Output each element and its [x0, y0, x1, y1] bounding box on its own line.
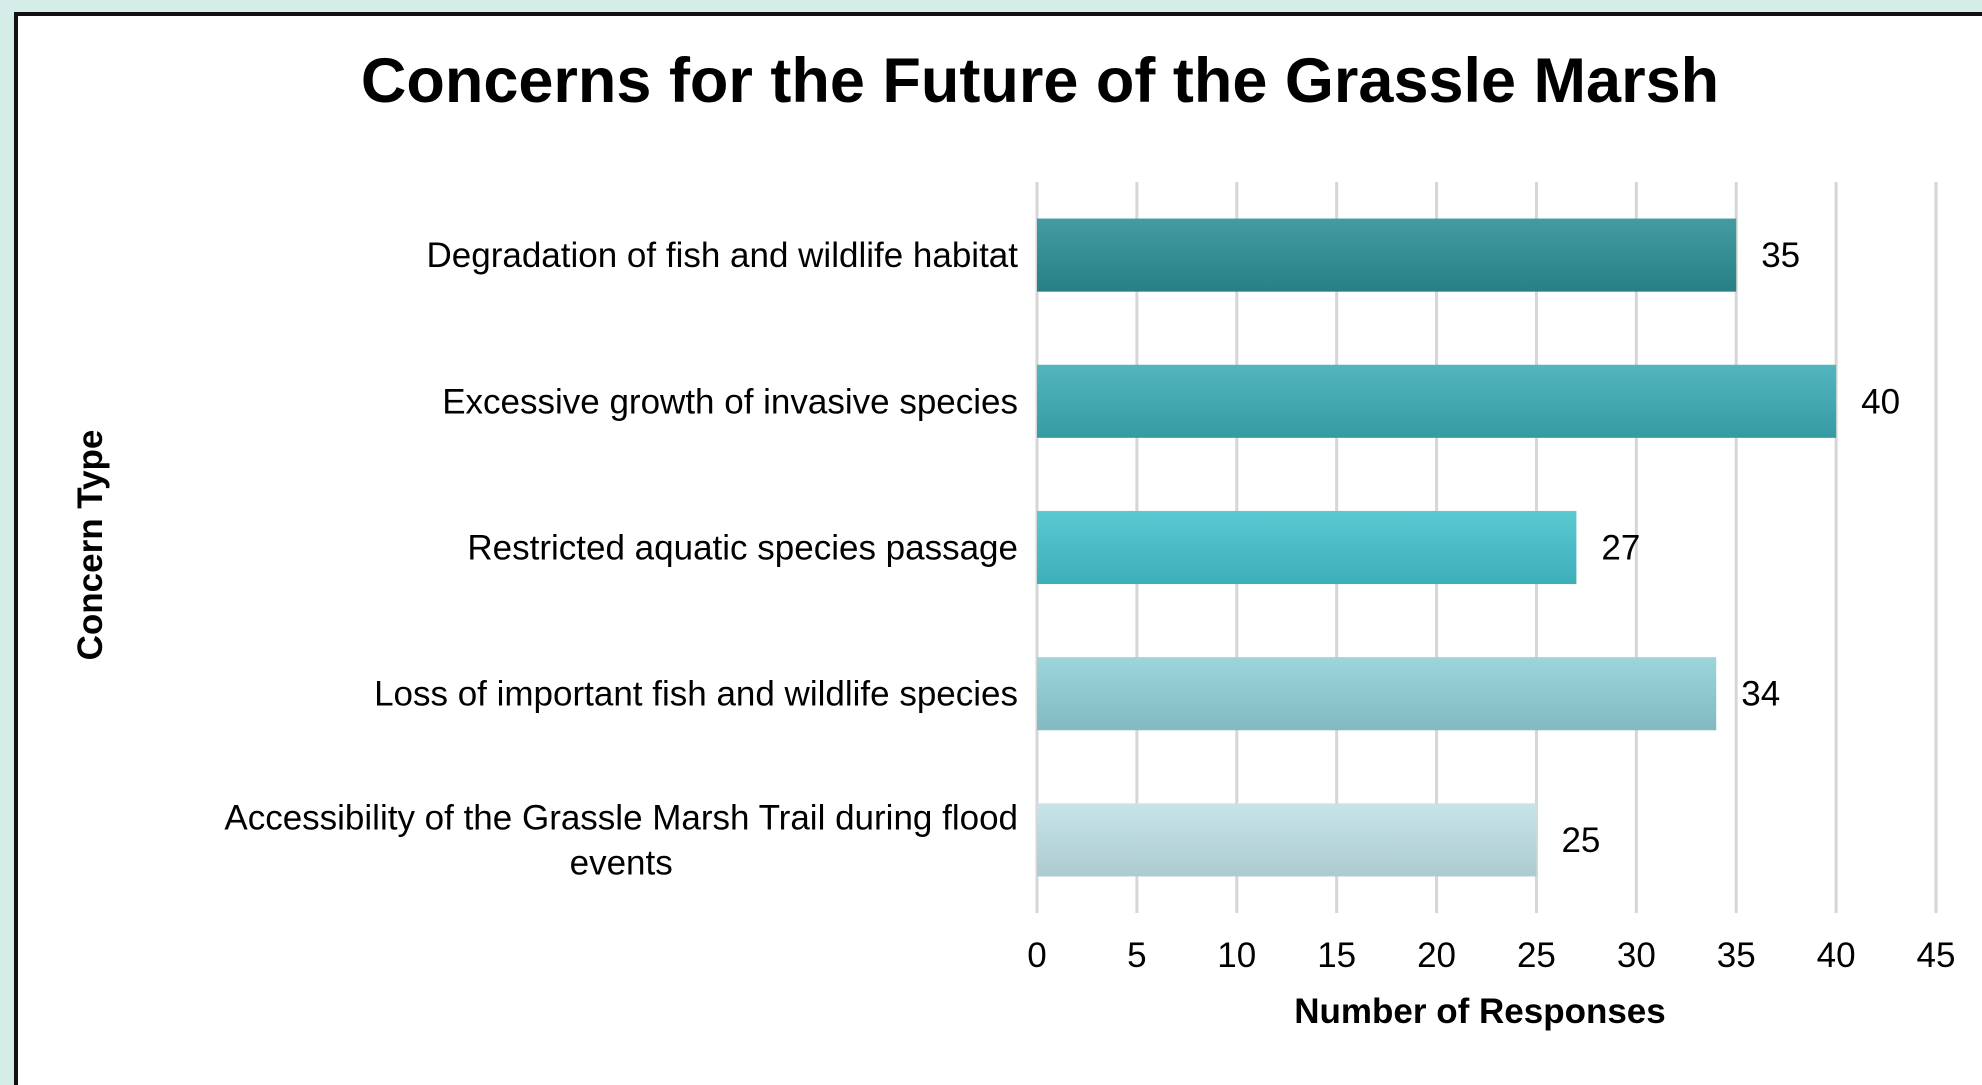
x-tick-labels: 0 5 10 15 20 25 30 35 40 45 — [1027, 936, 1955, 975]
data-label: 34 — [1741, 675, 1780, 714]
bar — [1037, 803, 1537, 877]
bar — [1037, 364, 1837, 438]
x-tick-label: 15 — [1317, 936, 1356, 975]
bar — [1037, 510, 1577, 585]
category-label: Excessive growth of invasive species — [442, 382, 1018, 421]
chart-frame: Concerns for the Future of the Grassle M… — [14, 12, 1982, 1085]
y-axis-title: Concern Type — [71, 430, 110, 661]
x-tick-label: 20 — [1417, 936, 1456, 975]
chart-title: Concerns for the Future of the Grassle M… — [361, 46, 1719, 116]
bars: 35 40 27 34 25 — [1037, 218, 1900, 877]
category-labels: Degradation of fish and wildlife habitat… — [224, 236, 1018, 882]
x-tick-label: 30 — [1617, 936, 1656, 975]
category-label: Accessibility of the Grassle Marsh Trail… — [224, 798, 1018, 882]
data-label: 25 — [1561, 821, 1600, 860]
category-label: Loss of important fish and wildlife spec… — [374, 675, 1018, 714]
category-label: Restricted aquatic species passage — [467, 529, 1018, 568]
x-tick-label: 45 — [1917, 936, 1956, 975]
x-tick-label: 10 — [1217, 936, 1256, 975]
data-label: 40 — [1861, 382, 1900, 421]
x-tick-label: 35 — [1717, 936, 1756, 975]
bar — [1037, 657, 1717, 731]
category-label: Degradation of fish and wildlife habitat — [427, 236, 1019, 275]
data-label: 27 — [1601, 529, 1640, 568]
x-tick-label: 0 — [1027, 936, 1046, 975]
bar-chart: Concerns for the Future of the Grassle M… — [71, 46, 1955, 1031]
data-label: 35 — [1761, 236, 1800, 275]
bar — [1037, 218, 1737, 292]
x-axis-title: Number of Responses — [1294, 992, 1665, 1031]
x-tick-label: 40 — [1817, 936, 1856, 975]
x-tick-label: 5 — [1127, 936, 1146, 975]
x-tick-label: 25 — [1517, 936, 1556, 975]
